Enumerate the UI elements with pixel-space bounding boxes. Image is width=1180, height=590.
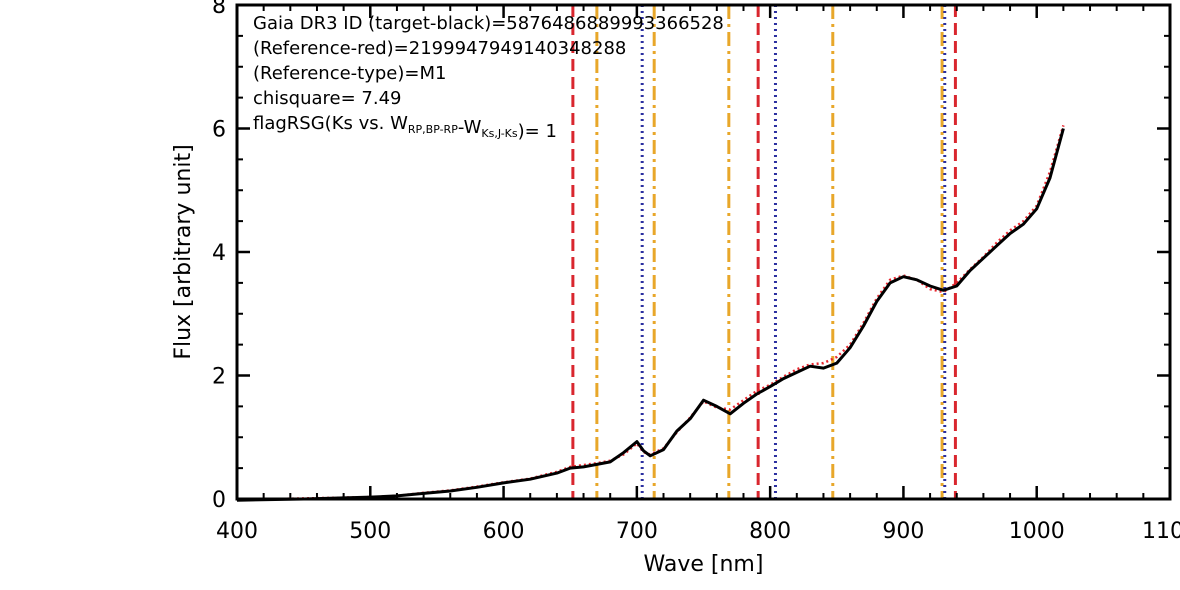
y-tick-label: 4 bbox=[212, 241, 226, 266]
annotation-line: flagRSG(Ks vs. WRP,BP-RP-WKs,J-Ks)= 1 bbox=[253, 113, 557, 142]
y-axis-label: Flux [arbitrary unit] bbox=[171, 144, 196, 359]
annotation-line: (Reference-type)=M1 bbox=[253, 63, 446, 84]
y-tick-label: 0 bbox=[212, 488, 226, 513]
reference-spectrum-line bbox=[236, 125, 1065, 501]
annotation-line: chisquare= 7.49 bbox=[253, 88, 402, 109]
x-axis-label: Wave [nm] bbox=[644, 552, 764, 577]
x-tick-label: 1000 bbox=[1009, 519, 1065, 544]
annotation-group: Gaia DR3 ID (target-black)=5876486889993… bbox=[253, 13, 724, 142]
series-group bbox=[236, 125, 1065, 502]
reference-line-group bbox=[571, 5, 957, 499]
x-tick-label: 600 bbox=[483, 519, 525, 544]
x-tick-label: 500 bbox=[349, 519, 391, 544]
y-tick-label: 2 bbox=[212, 365, 226, 390]
x-tick-label: 700 bbox=[616, 519, 658, 544]
annotation-line: (Reference-red)=2199947949140348288 bbox=[253, 38, 626, 59]
y-tick-label: 8 bbox=[212, 0, 226, 19]
y-tick-label: 6 bbox=[212, 118, 226, 143]
x-tick-label: 800 bbox=[749, 519, 791, 544]
plot-frame bbox=[235, 3, 1172, 501]
annotation-line: Gaia DR3 ID (target-black)=5876486889993… bbox=[253, 13, 724, 34]
x-tick-label: 900 bbox=[882, 519, 924, 544]
x-tick-label: 400 bbox=[216, 519, 258, 544]
target-spectrum-line bbox=[236, 128, 1065, 502]
